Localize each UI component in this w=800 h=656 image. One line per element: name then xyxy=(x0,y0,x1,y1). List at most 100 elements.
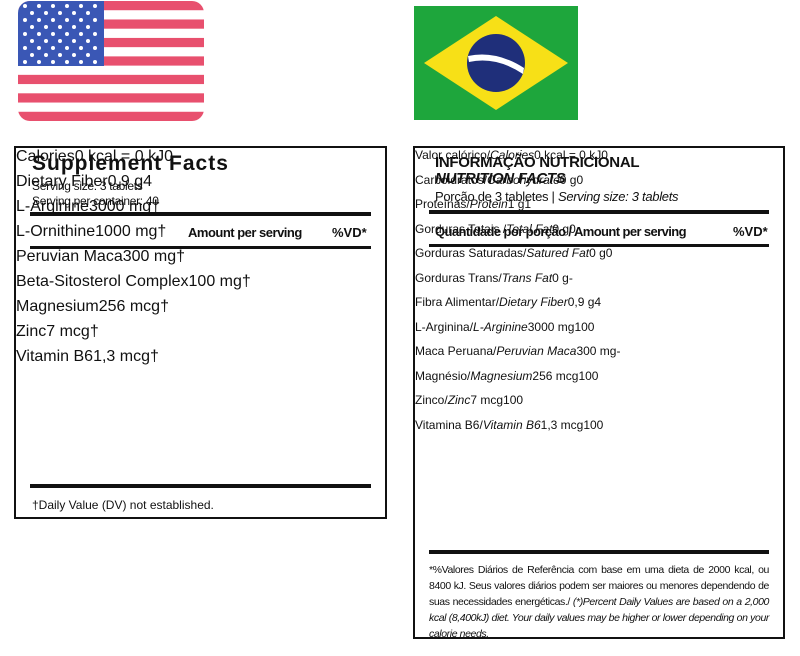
nutrient: Calories xyxy=(16,148,75,165)
nutrient-en: L-Arginine xyxy=(473,319,528,334)
row: Proteínas/Protein1 g1 xyxy=(415,197,783,222)
nutrient-pt: Valor calórico/ xyxy=(415,148,491,162)
rule xyxy=(30,246,371,249)
dv: † xyxy=(157,223,167,240)
dv: 0 xyxy=(164,148,173,165)
header: Amount per serving xyxy=(188,225,302,240)
nutrient-pt: L-Arginina/ xyxy=(415,319,474,334)
rule xyxy=(429,244,769,247)
row: L-Arginine3000 mg† xyxy=(16,198,385,223)
nutrient: Vitamin B6 xyxy=(16,348,94,365)
subtitle: NUTRITION FACTS xyxy=(435,170,566,187)
dv: 0 xyxy=(601,148,608,162)
nutrient: Beta-Sitosterol Complex xyxy=(16,273,189,290)
row: Gorduras Totais /Total Fat0 g0 xyxy=(415,222,783,247)
footnote: †Daily Value (DV) not established. xyxy=(32,498,214,512)
nutrient-pt: Gorduras Trans/ xyxy=(415,270,502,285)
nutrient-en: Dietary Fiber xyxy=(499,295,568,309)
dv: 100 xyxy=(578,368,599,383)
nutrient: Gorduras Trans/Trans Fat xyxy=(415,271,552,285)
row: Fibra Alimentar/Dietary Fiber0,9 g4 xyxy=(415,295,783,320)
row: Valor calórico/Calories0 kcal = 0 kJ0 xyxy=(415,148,783,173)
row: Peruvian Maca300 mg† xyxy=(16,248,385,273)
dv: † xyxy=(176,248,185,265)
amount: 1,3 mcg xyxy=(93,348,150,365)
amount: 256 mcg xyxy=(98,298,161,315)
amount: 3000 mg xyxy=(527,319,575,334)
header: %VD* xyxy=(332,225,367,240)
row: L-Arginina/L-Arginine3000 mg100 xyxy=(415,320,783,345)
serving-pt: Porção de 3 tabletes | xyxy=(435,189,558,204)
amount: 1,3 mcg xyxy=(540,417,584,432)
row: Calories0 kcal = 0 kJ0 xyxy=(16,148,385,173)
nutrient-pt: Fibra Alimentar/ xyxy=(415,295,500,309)
nutrient: Fibra Alimentar/Dietary Fiber xyxy=(415,295,568,309)
nutrient-en: Protein xyxy=(469,197,508,211)
header: Quantidade por porção / Amount per servi… xyxy=(435,224,687,239)
dv: † xyxy=(160,298,169,315)
nutrient-en: Vitamin B6 xyxy=(482,417,541,432)
amount: 0 g xyxy=(552,221,570,236)
nutrient-pt: Vitamina B6/ xyxy=(415,417,483,432)
nutrient-pt: Carboidratos/ xyxy=(415,172,488,187)
nutrient: Valor calórico/Calories xyxy=(415,148,534,162)
dv: 4 xyxy=(143,173,153,190)
nutrient: Gorduras Totais /Total Fat xyxy=(415,222,552,236)
amount: 0 g xyxy=(552,270,569,285)
row: Magnésio/Magnesium256 mcg100 xyxy=(415,369,783,394)
nutrient: Proteínas/Protein xyxy=(415,197,508,211)
nutrient: L-Arginine xyxy=(16,198,89,215)
dv: - xyxy=(616,344,621,358)
nutrient: Zinc xyxy=(16,323,47,340)
row: Dietary Fiber0,9 g4 xyxy=(16,173,385,198)
dv: 100 xyxy=(583,417,604,432)
nutrient: Maca Peruana/Peruvian Maca xyxy=(415,344,576,358)
rule xyxy=(429,210,769,214)
nutrient: L-Ornithine xyxy=(16,223,96,240)
amount: 300 mg xyxy=(122,248,177,265)
amount: 256 mcg xyxy=(532,368,579,383)
nutrient: Magnésio/Magnesium xyxy=(415,369,532,383)
serving-en: Serving size: 3 tablets xyxy=(557,189,679,204)
row: Gorduras Saturadas/Satured Fat0 g0 xyxy=(415,246,783,271)
nutrient-en: Zinc xyxy=(447,393,471,407)
serving-size: Serving size: 3 tablets xyxy=(32,179,143,193)
nutrient-en: Trans Fat xyxy=(501,270,553,285)
amount: 0 kcal = 0 kJ xyxy=(74,148,165,165)
nutrient-pt: Maca Peruana/ xyxy=(415,344,497,358)
footnote: *%Valores Diários de Referência com base… xyxy=(429,562,769,642)
serving: Porção de 3 tabletes | Serving size: 3 t… xyxy=(435,189,679,204)
header: %VD* xyxy=(733,224,768,239)
dv: 4 xyxy=(594,295,602,309)
rule xyxy=(30,212,371,216)
amount: 1 g xyxy=(507,197,525,211)
nutrient: Peruvian Maca xyxy=(16,248,123,265)
title: Supplement Facts xyxy=(32,152,229,175)
dv: - xyxy=(568,270,573,285)
nutrient-pt: Proteínas/ xyxy=(415,197,470,211)
us-flag xyxy=(18,1,204,121)
amount: 100 mg xyxy=(188,273,242,290)
row: Magnesium256 mcg† xyxy=(16,298,385,323)
dv: 1 xyxy=(524,197,532,211)
amount: 0 kcal = 0 kJ xyxy=(534,148,602,162)
dv: 100 xyxy=(503,393,524,407)
amount: 0,9 g xyxy=(107,173,144,190)
dv: † xyxy=(150,348,159,365)
nutrient-pt: Magnésio/ xyxy=(415,368,471,383)
title: INFORMAÇÃO NUTRICIONAL xyxy=(435,154,640,171)
nutrient-en: Calories xyxy=(490,148,535,162)
row: Carboidratos/Carbohydrate0 g0 xyxy=(415,173,783,198)
nutrient: Vitamina B6/Vitamin B6 xyxy=(415,418,541,432)
dv: † xyxy=(151,198,161,215)
row: L-Ornithine1000 mg† xyxy=(16,223,385,248)
row: Zinc7 mcg† xyxy=(16,323,385,348)
servings: Serving per container: 40 xyxy=(32,194,159,208)
dv: 0 xyxy=(569,221,576,236)
rule xyxy=(429,550,769,554)
amount: 0 g xyxy=(589,246,606,260)
nutrient: Magnesium xyxy=(16,298,99,315)
nutrient-en: Total Fat xyxy=(506,221,553,236)
row: Vitamina B6/Vitamin B61,3 mcg100 xyxy=(415,418,783,443)
